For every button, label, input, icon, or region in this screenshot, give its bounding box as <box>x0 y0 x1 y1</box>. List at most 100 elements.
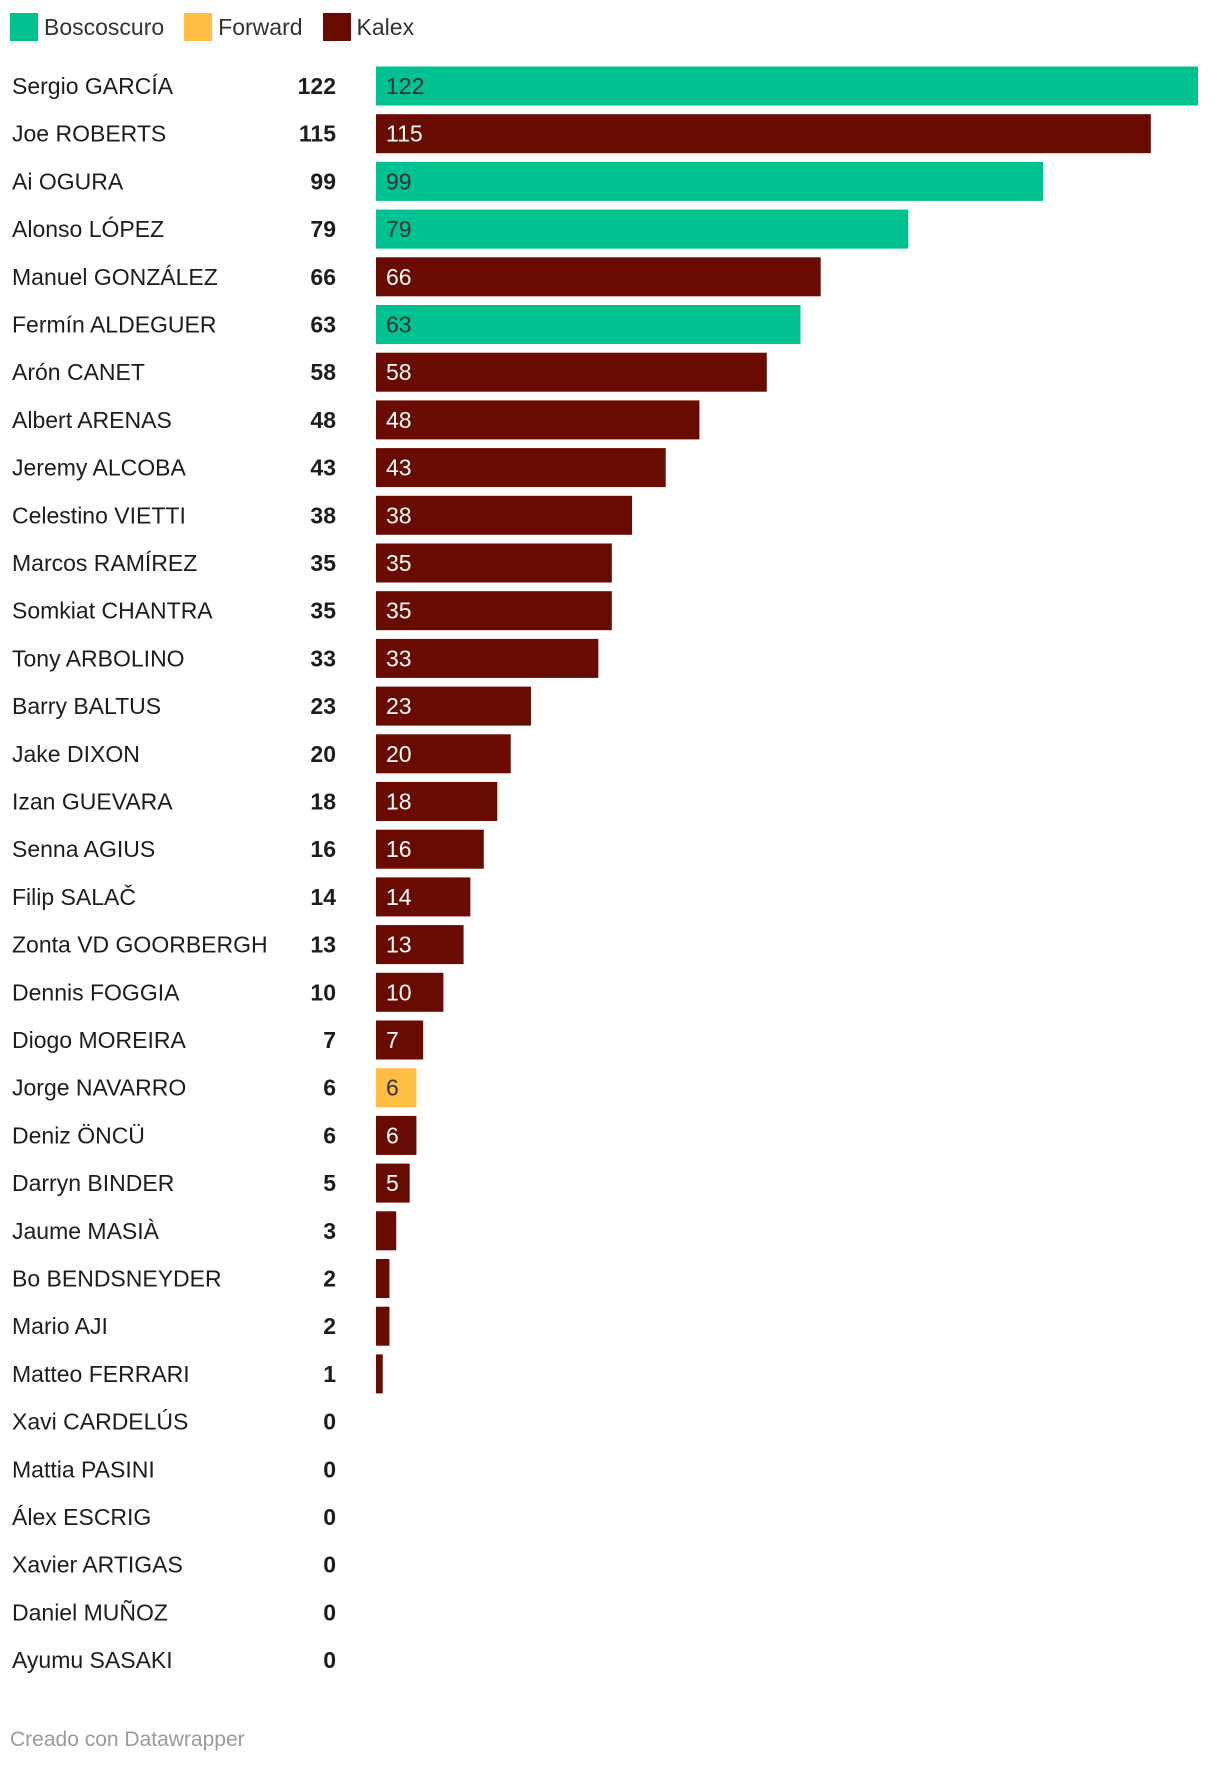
bar-marcos-ramirez <box>376 543 612 583</box>
rider-name-bo-bendsneyder: Bo BENDSNEYDER <box>12 1266 222 1292</box>
rider-name-senna-agius: Senna AGIUS <box>12 836 155 862</box>
points-value-fermin-aldeguer: 63 <box>310 312 336 338</box>
legend-item-forward: Forward <box>184 13 303 41</box>
rider-name-xavi-cardelus: Xavi CARDELÚS <box>12 1409 188 1435</box>
bar-jorge-navarro <box>376 1068 417 1108</box>
bar-jaume-masia <box>376 1211 397 1251</box>
bar-fermin-aldeguer <box>376 305 801 344</box>
legend-label-boscoscuro: Boscoscuro <box>44 13 165 40</box>
legend-swatch-kalex <box>322 13 351 41</box>
rider-name-dennis-foggia: Dennis FOGGIA <box>12 979 180 1005</box>
rider-name-fermin-aldeguer: Fermín ALDEGUER <box>12 312 217 338</box>
bar-label-marcos-ramirez: 35 <box>386 550 412 576</box>
points-value-filip-salac: 14 <box>310 884 336 910</box>
points-value-alex-escrig: 0 <box>323 1504 336 1530</box>
bar-matteo-ferrari <box>376 1354 383 1394</box>
points-value-barry-baltus: 23 <box>310 693 336 719</box>
bar-label-izan-guevara: 18 <box>386 789 412 815</box>
bar-label-manuel-gonzalez: 66 <box>386 264 412 290</box>
rider-name-jeremy-alcoba: Jeremy ALCOBA <box>12 455 186 481</box>
points-value-tony-arbolino: 33 <box>310 645 336 671</box>
legend-label-kalex: Kalex <box>356 13 415 40</box>
bar-label-sergio-garcia: 122 <box>386 73 424 99</box>
bar-label-alonso-lopez: 79 <box>386 216 412 242</box>
bar-zonta-vd-goorbergh <box>376 925 464 965</box>
bar-label-jake-dixon: 20 <box>386 741 412 767</box>
rider-name-daniel-munoz: Daniel MUÑOZ <box>12 1599 168 1625</box>
bar-manuel-gonzalez <box>376 257 821 297</box>
points-value-manuel-gonzalez: 66 <box>310 264 336 290</box>
rider-name-alex-escrig: Álex ESCRIG <box>12 1504 151 1530</box>
points-value-aron-canet: 58 <box>310 359 336 385</box>
bar-diogo-moreira <box>376 1020 424 1060</box>
rider-name-filip-salac: Filip SALAČ <box>12 883 136 910</box>
legend-item-kalex: Kalex <box>322 13 415 41</box>
points-value-mario-aji: 2 <box>323 1313 336 1339</box>
rider-name-diogo-moreira: Diogo MOREIRA <box>12 1027 186 1053</box>
bar-joe-roberts <box>376 114 1151 154</box>
points-value-zonta-vd-goorbergh: 13 <box>310 932 336 958</box>
bar-label-tony-arbolino: 33 <box>386 645 412 671</box>
bar-label-somkiat-chantra: 35 <box>386 598 412 624</box>
bar-label-fermin-aldeguer: 63 <box>386 312 412 338</box>
rider-name-jaume-masia: Jaume MASIÀ <box>12 1218 160 1244</box>
rider-name-tony-arbolino: Tony ARBOLINO <box>12 645 185 671</box>
bar-alonso-lopez <box>376 209 909 249</box>
rider-name-barry-baltus: Barry BALTUS <box>12 693 161 719</box>
rider-name-ayumu-sasaki: Ayumu SASAKI <box>12 1647 173 1673</box>
points-value-jeremy-alcoba: 43 <box>310 455 336 481</box>
rider-name-darryn-binder: Darryn BINDER <box>12 1170 174 1196</box>
rider-name-ai-ogura: Ai OGURA <box>12 168 124 194</box>
bar-filip-salac <box>376 877 471 917</box>
points-value-mattia-pasini: 0 <box>323 1456 336 1482</box>
points-value-xavi-cardelus: 0 <box>323 1409 336 1435</box>
rider-name-jake-dixon: Jake DIXON <box>12 741 140 767</box>
bar-senna-agius <box>376 829 484 869</box>
rider-name-mario-aji: Mario AJI <box>12 1313 108 1339</box>
legend-swatch-boscoscuro <box>10 13 38 41</box>
legend-label-forward: Forward <box>218 13 303 40</box>
footer-credit: Creado con Datawrapper <box>10 1728 245 1751</box>
bar-label-albert-arenas: 48 <box>386 407 412 433</box>
legend: Boscoscuro Forward Kalex <box>10 12 434 42</box>
rider-name-sergio-garcia: Sergio GARCÍA <box>12 73 174 99</box>
bar-label-senna-agius: 16 <box>386 836 412 862</box>
bar-jake-dixon <box>376 734 511 774</box>
points-value-diogo-moreira: 7 <box>323 1027 336 1053</box>
rider-name-izan-guevara: Izan GUEVARA <box>12 789 173 815</box>
bar-mario-aji <box>376 1306 390 1346</box>
points-value-sergio-garcia: 122 <box>298 73 336 99</box>
bar-aron-canet <box>376 352 767 392</box>
rider-name-deniz-oncu: Deniz ÖNCÜ <box>12 1122 145 1148</box>
points-value-bo-bendsneyder: 2 <box>323 1266 336 1292</box>
rider-name-zonta-vd-goorbergh: Zonta VD GOORBERGH <box>12 932 268 958</box>
rider-name-albert-arenas: Albert ARENAS <box>12 407 172 433</box>
points-value-somkiat-chantra: 35 <box>310 598 336 624</box>
rider-name-aron-canet: Arón CANET <box>12 359 145 385</box>
bar-label-jeremy-alcoba: 43 <box>386 455 412 481</box>
bar-label-celestino-vietti: 38 <box>386 502 412 528</box>
points-value-joe-roberts: 115 <box>299 121 336 147</box>
points-value-izan-guevara: 18 <box>310 789 336 815</box>
bar-label-deniz-oncu: 6 <box>386 1122 399 1148</box>
points-value-jake-dixon: 20 <box>310 741 336 767</box>
bar-barry-baltus <box>376 686 531 726</box>
bar-deniz-oncu <box>376 1115 417 1155</box>
rider-name-somkiat-chantra: Somkiat CHANTRA <box>12 598 213 624</box>
legend-swatch-forward <box>184 13 213 41</box>
points-value-matteo-ferrari: 1 <box>323 1361 336 1387</box>
bar-label-filip-salac: 14 <box>386 884 412 910</box>
points-value-marcos-ramirez: 35 <box>310 550 336 576</box>
points-value-ai-ogura: 99 <box>310 168 336 194</box>
bar-sergio-garcia <box>376 66 1198 106</box>
bar-label-diogo-moreira: 7 <box>386 1027 399 1053</box>
bar-label-joe-roberts: 115 <box>386 121 423 147</box>
rider-name-alonso-lopez: Alonso LÓPEZ <box>12 216 164 242</box>
points-value-darryn-binder: 5 <box>323 1170 336 1196</box>
rider-name-matteo-ferrari: Matteo FERRARI <box>12 1361 190 1387</box>
bar-jeremy-alcoba <box>376 448 666 488</box>
bar-dennis-foggia <box>376 972 444 1012</box>
points-value-dennis-foggia: 10 <box>310 979 336 1005</box>
bar-label-aron-canet: 58 <box>386 359 412 385</box>
